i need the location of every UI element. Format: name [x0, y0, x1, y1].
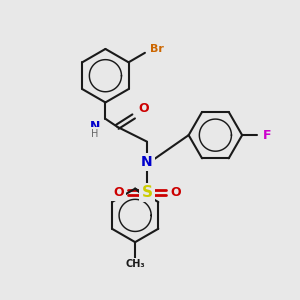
Text: H: H: [91, 129, 99, 139]
Text: N: N: [141, 154, 153, 169]
Text: O: O: [113, 186, 124, 199]
Text: N: N: [90, 120, 100, 133]
Text: O: O: [170, 186, 181, 199]
Text: F: F: [263, 129, 272, 142]
Text: Br: Br: [150, 44, 164, 54]
Text: CH₃: CH₃: [125, 260, 145, 269]
Text: O: O: [139, 103, 149, 116]
Text: S: S: [142, 185, 152, 200]
